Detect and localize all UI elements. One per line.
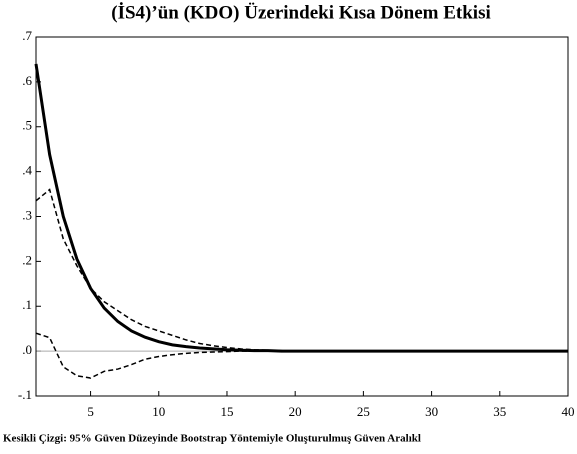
series-line: [35, 332, 568, 379]
series-line: [35, 188, 568, 352]
y-tick-label: .5: [22, 118, 32, 133]
x-tick-label: 20: [289, 404, 302, 419]
x-tick-label: 5: [87, 404, 94, 419]
y-tick-label: .1: [22, 297, 32, 312]
footnote: Kesikli Çizgi: 95% Güven Düzeyinde Boots…: [3, 433, 421, 445]
y-tick-label: -.1: [18, 387, 32, 402]
y-tick-label: .4: [22, 163, 32, 178]
y-tick-label: .0: [22, 342, 32, 357]
y-tick-label: .7: [22, 28, 32, 43]
x-tick-label: 25: [357, 404, 370, 419]
x-tick-label: 15: [220, 404, 233, 419]
x-tick-label: 40: [562, 404, 575, 419]
x-tick-label: 10: [152, 404, 165, 419]
y-tick-label: .3: [22, 207, 32, 222]
series-line: [34, 63, 568, 353]
plot-frame: [35, 36, 569, 397]
x-tick-label: 30: [425, 404, 438, 419]
chart-title: (İS4)’ün (KDO) Üzerindeki Kısa Dönem Etk…: [111, 2, 491, 23]
y-tick-label: .2: [22, 252, 32, 267]
x-tick-label: 35: [493, 404, 506, 419]
y-tick-label: .6: [22, 73, 32, 88]
